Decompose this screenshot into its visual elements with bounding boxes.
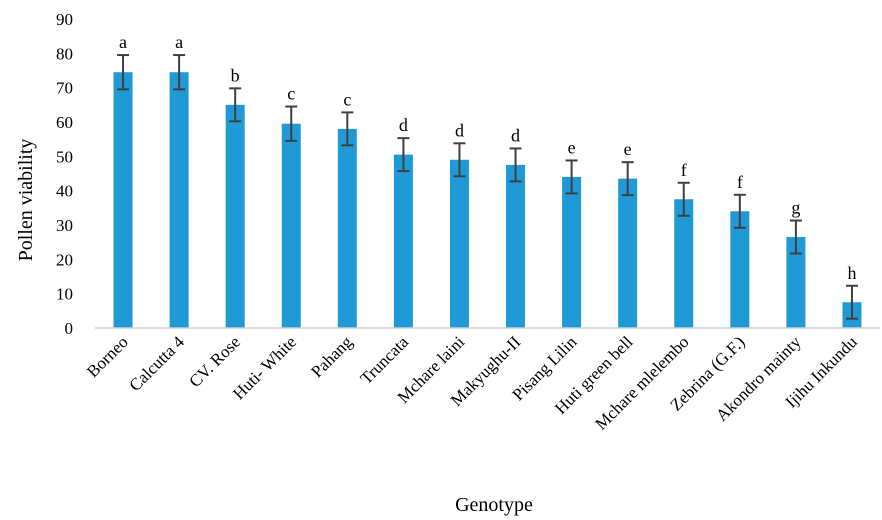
bars: a a b c c d d d e e f f g h [113,32,862,328]
y-tick-label: 40 [56,182,73,201]
significance-letter: d [455,120,464,140]
y-tick-label: 50 [56,147,73,166]
y-tick-label: 90 [56,10,73,29]
y-tick-label: 30 [56,216,73,235]
error-bar [173,54,186,91]
error-bar [621,161,634,197]
significance-letter: c [287,84,295,104]
bar [786,237,806,328]
y-tick-label: 80 [56,44,73,63]
significance-letter: d [399,115,408,135]
bar [449,159,469,328]
x-tick-label: Truncata [356,332,412,388]
error-bar [453,142,466,178]
significance-letter: f [737,172,743,192]
significance-letter: a [119,32,127,52]
error-bar [789,219,802,255]
y-axis-ticks: 0 10 20 30 40 50 60 70 80 90 [56,10,73,338]
y-tick-label: 10 [56,285,73,304]
significance-letter: a [175,32,183,52]
error-bar [565,159,578,195]
bar [618,178,638,328]
significance-letter: d [511,125,520,145]
error-bar [509,147,522,183]
error-bar [229,87,242,123]
y-axis-title: Pollen viability [15,139,37,262]
bar [674,199,694,328]
x-tick-label: Borneo [83,332,132,381]
error-bar [341,111,354,147]
error-bar [117,54,130,91]
bar [337,128,357,328]
error-bar [845,284,858,320]
bar [169,72,189,328]
y-tick-label: 20 [56,250,73,269]
x-tick-label: Pahang [307,332,356,381]
significance-letter: g [791,198,800,218]
bar [225,104,245,328]
significance-letter: e [624,139,632,159]
significance-letter: e [568,137,576,157]
bar [506,164,526,328]
error-bar [397,137,410,173]
y-tick-label: 70 [56,79,73,98]
y-tick-label: 0 [65,319,74,338]
bar [393,154,413,328]
x-tick-label: CV. Rose [185,332,244,391]
error-bar [285,105,298,142]
x-tick-label: Calcutta 4 [125,332,188,395]
error-bar [733,193,746,229]
y-tick-label: 60 [56,113,73,132]
significance-letter: b [231,65,240,85]
significance-letter: h [847,263,856,283]
bar [562,176,582,328]
bar [281,123,301,328]
bar [113,72,133,328]
bar [730,211,750,328]
significance-letter: f [681,160,687,180]
significance-letter: c [343,89,351,109]
error-bar [677,181,690,217]
x-axis-title: Genotype [455,494,533,516]
